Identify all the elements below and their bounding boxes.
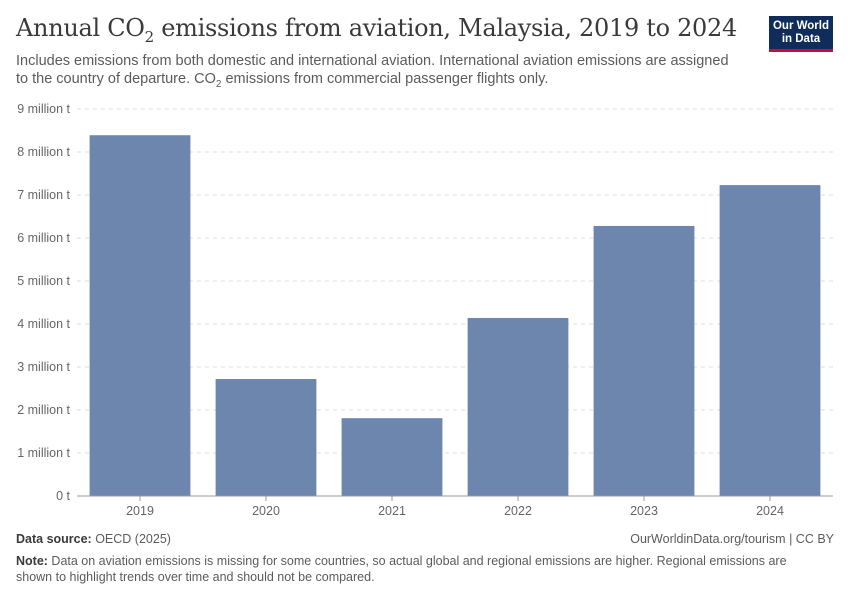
x-tick-label: 2021 bbox=[378, 504, 406, 518]
y-tick-label: 1 million t bbox=[17, 446, 70, 460]
y-tick-label: 0 t bbox=[56, 489, 70, 503]
y-tick-label: 9 million t bbox=[17, 102, 70, 116]
y-tick-label: 2 million t bbox=[17, 403, 70, 417]
chart-title: Annual CO2 emissions from aviation, Mala… bbox=[16, 14, 737, 46]
x-tick-label: 2022 bbox=[504, 504, 532, 518]
bar-2021 bbox=[341, 418, 443, 496]
y-tick-label: 4 million t bbox=[17, 317, 70, 331]
bar-2024 bbox=[719, 185, 821, 497]
x-tick-label: 2019 bbox=[126, 504, 154, 518]
chart-note: Note: Data on aviation emissions is miss… bbox=[16, 554, 787, 584]
bar-2019 bbox=[89, 135, 191, 497]
bar-2022 bbox=[467, 317, 569, 496]
y-tick-label: 8 million t bbox=[17, 145, 70, 159]
source-link[interactable]: OurWorldinData.org/tourism | CC BY bbox=[630, 532, 834, 546]
x-tick-label: 2020 bbox=[252, 504, 280, 518]
bar-2020 bbox=[215, 379, 317, 496]
y-tick-label: 3 million t bbox=[17, 360, 70, 374]
data-source: Data source: OECD (2025) bbox=[16, 532, 171, 546]
y-tick-label: 5 million t bbox=[17, 274, 70, 288]
chart-subtitle: Includes emissions from both domestic an… bbox=[16, 53, 729, 90]
x-tick-label: 2023 bbox=[630, 504, 658, 518]
y-tick-label: 7 million t bbox=[17, 188, 70, 202]
x-tick-label: 2024 bbox=[756, 504, 784, 518]
owid-logo[interactable]: Our World in Data bbox=[769, 16, 833, 52]
y-tick-label: 6 million t bbox=[17, 231, 70, 245]
bar-2023 bbox=[593, 225, 695, 496]
